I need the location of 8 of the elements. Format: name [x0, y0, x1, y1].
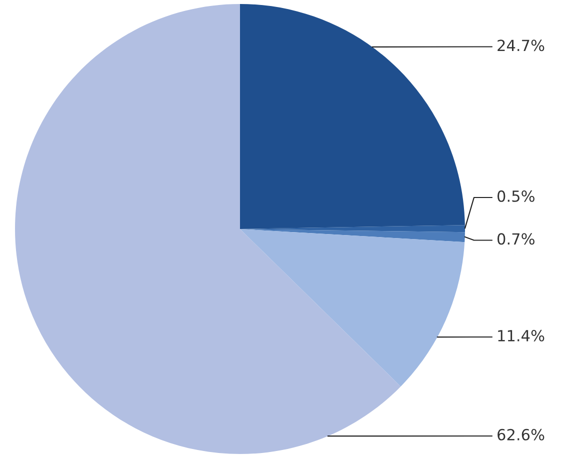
data-label: 11.4% — [498, 330, 544, 342]
pie-slice — [15, 4, 401, 454]
data-label: 0.7% — [498, 233, 534, 245]
data-label: 0.5% — [498, 190, 534, 202]
data-label: 62.6% — [498, 428, 544, 440]
pie-slice — [240, 229, 465, 386]
data-label: 24.7% — [498, 40, 544, 52]
pie-slice — [240, 4, 465, 229]
